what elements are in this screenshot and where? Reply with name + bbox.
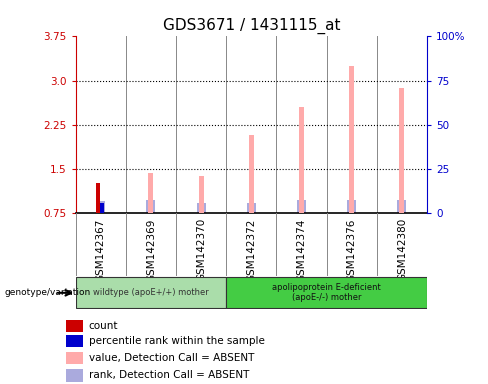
Bar (148, 173, 153, 213)
Bar (249, 135, 254, 213)
Bar (66, 369, 82, 382)
Bar (146, 200, 156, 213)
Bar (66, 352, 82, 364)
Text: GSM142376: GSM142376 (346, 218, 357, 281)
Text: value, Detection Call = ABSENT: value, Detection Call = ABSENT (89, 353, 254, 363)
Text: count: count (89, 321, 118, 331)
Text: percentile rank within the sample: percentile rank within the sample (89, 336, 264, 346)
Text: GSM142372: GSM142372 (246, 218, 256, 281)
Bar (399, 88, 405, 213)
Bar (96, 182, 100, 213)
Bar (349, 66, 354, 213)
Bar (66, 320, 82, 332)
Bar (299, 106, 304, 213)
Title: GDS3671 / 1431115_at: GDS3671 / 1431115_at (163, 18, 340, 34)
Bar (397, 200, 407, 213)
Text: rank, Detection Call = ABSENT: rank, Detection Call = ABSENT (89, 371, 249, 381)
Bar (76, 277, 226, 308)
Text: GSM142374: GSM142374 (297, 218, 306, 281)
Text: GSM142369: GSM142369 (146, 218, 156, 281)
Bar (199, 176, 203, 213)
Text: GSM142367: GSM142367 (96, 218, 106, 281)
Bar (226, 277, 427, 308)
Bar (197, 203, 205, 213)
Text: wildtype (apoE+/+) mother: wildtype (apoE+/+) mother (93, 288, 209, 297)
Bar (347, 200, 356, 213)
Text: apolipoprotein E-deficient
(apoE-/-) mother: apolipoprotein E-deficient (apoE-/-) mot… (272, 283, 381, 303)
Bar (100, 202, 104, 213)
Bar (297, 200, 306, 213)
Text: GSM142380: GSM142380 (397, 218, 407, 281)
Bar (96, 201, 105, 213)
Text: GSM142370: GSM142370 (196, 218, 206, 281)
Text: genotype/variation: genotype/variation (5, 288, 91, 298)
Bar (96, 201, 105, 213)
Bar (247, 202, 256, 213)
Bar (66, 335, 82, 348)
